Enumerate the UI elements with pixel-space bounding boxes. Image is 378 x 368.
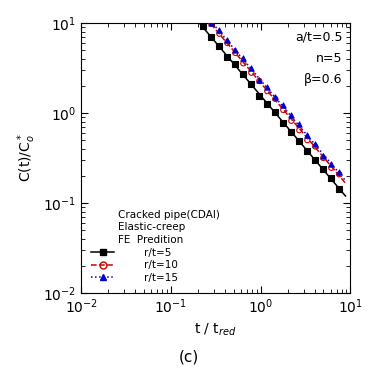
- Point: [304, 148, 310, 154]
- Point: [248, 70, 254, 76]
- Point: [272, 109, 278, 115]
- Point: [232, 47, 239, 53]
- Point: [304, 137, 310, 143]
- Point: [224, 40, 230, 46]
- Text: (c): (c): [179, 349, 199, 364]
- Point: [208, 20, 214, 26]
- Y-axis label: C(t)/C$_o^*$: C(t)/C$_o^*$: [15, 134, 37, 182]
- Point: [208, 34, 214, 40]
- Point: [336, 171, 342, 177]
- Point: [240, 71, 246, 77]
- Point: [320, 155, 326, 161]
- Point: [256, 93, 262, 99]
- Point: [200, 24, 206, 29]
- Point: [288, 112, 294, 118]
- Point: [224, 54, 230, 60]
- Point: [264, 88, 270, 94]
- Point: [264, 85, 270, 91]
- Text: a/t=0.5
n=5
β=0.6: a/t=0.5 n=5 β=0.6: [295, 31, 342, 86]
- Point: [248, 81, 254, 87]
- Point: [216, 43, 222, 49]
- Point: [232, 50, 239, 56]
- X-axis label: t / t$_{red}$: t / t$_{red}$: [194, 322, 237, 338]
- Point: [248, 65, 254, 71]
- Point: [280, 120, 286, 125]
- Point: [264, 101, 270, 107]
- Point: [280, 107, 286, 113]
- Point: [296, 138, 302, 144]
- Point: [320, 153, 326, 159]
- Point: [280, 102, 286, 108]
- Point: [288, 129, 294, 135]
- Point: [240, 55, 246, 61]
- Legend: Cracked pipe(CDAI), Elastic-creep, FE  Predition,         r/t=5,         r/t=10,: Cracked pipe(CDAI), Elastic-creep, FE Pr…: [89, 208, 222, 285]
- Point: [232, 61, 239, 67]
- Point: [224, 38, 230, 43]
- Point: [328, 161, 334, 167]
- Point: [216, 28, 222, 33]
- Point: [256, 78, 262, 84]
- Point: [272, 94, 278, 100]
- Point: [272, 96, 278, 102]
- Point: [296, 127, 302, 133]
- Point: [328, 175, 334, 181]
- Point: [336, 169, 342, 175]
- Point: [312, 141, 318, 147]
- Point: [328, 165, 334, 171]
- Point: [240, 60, 246, 66]
- Point: [304, 132, 310, 138]
- Point: [216, 31, 222, 37]
- Point: [256, 77, 262, 82]
- Point: [336, 185, 342, 191]
- Point: [296, 121, 302, 127]
- Point: [320, 166, 326, 172]
- Point: [312, 144, 318, 149]
- Point: [208, 21, 214, 27]
- Point: [288, 118, 294, 124]
- Point: [312, 157, 318, 163]
